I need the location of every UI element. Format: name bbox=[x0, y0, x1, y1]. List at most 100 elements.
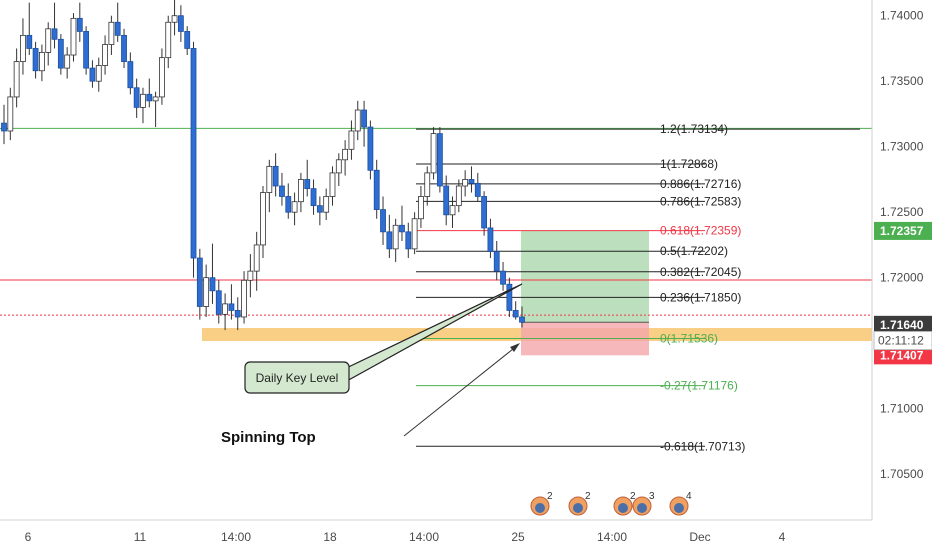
candle[interactable] bbox=[455, 179, 462, 213]
x-tick-label: 14:00 bbox=[409, 530, 439, 544]
candle[interactable] bbox=[266, 159, 273, 213]
event-icon-inner bbox=[637, 503, 647, 513]
candle[interactable] bbox=[234, 297, 241, 331]
daily-key-level-callout[interactable] bbox=[244, 361, 350, 394]
candle[interactable] bbox=[392, 218, 399, 262]
candle[interactable] bbox=[83, 26, 90, 75]
y-tick-label: 1.72000 bbox=[880, 271, 924, 285]
candle[interactable] bbox=[64, 47, 71, 79]
candle[interactable] bbox=[405, 222, 412, 259]
candle[interactable] bbox=[474, 172, 481, 202]
candle[interactable] bbox=[102, 35, 108, 75]
candle[interactable] bbox=[493, 241, 500, 281]
candle[interactable] bbox=[487, 218, 494, 259]
event-icon-inner bbox=[573, 503, 583, 513]
candle[interactable] bbox=[506, 277, 513, 317]
candle[interactable] bbox=[519, 306, 525, 328]
candle[interactable] bbox=[114, 2, 121, 42]
candle[interactable] bbox=[316, 196, 323, 226]
candle-body bbox=[386, 231, 393, 250]
candle[interactable] bbox=[247, 254, 254, 298]
candle[interactable] bbox=[196, 248, 203, 320]
candle[interactable] bbox=[222, 293, 228, 331]
candle[interactable] bbox=[228, 284, 235, 320]
candle[interactable] bbox=[500, 261, 506, 291]
candle[interactable] bbox=[1, 104, 7, 145]
candle[interactable] bbox=[70, 13, 77, 62]
candle[interactable] bbox=[430, 127, 437, 180]
candle[interactable] bbox=[57, 34, 64, 75]
candle[interactable] bbox=[241, 271, 247, 324]
candle[interactable] bbox=[215, 280, 222, 324]
economic-event-marker[interactable]: 2 bbox=[613, 491, 636, 516]
economic-event-marker[interactable]: 2 bbox=[568, 491, 591, 516]
candle[interactable] bbox=[171, 0, 178, 36]
candle[interactable] bbox=[152, 91, 159, 128]
candle[interactable] bbox=[209, 243, 216, 304]
candle[interactable] bbox=[89, 60, 96, 88]
candle[interactable] bbox=[323, 188, 330, 221]
candle-body bbox=[399, 224, 405, 233]
candle[interactable] bbox=[165, 15, 172, 69]
candle[interactable] bbox=[190, 41, 197, 278]
candle[interactable] bbox=[342, 140, 349, 176]
candle[interactable] bbox=[348, 120, 355, 160]
candle[interactable] bbox=[32, 41, 39, 79]
candle[interactable] bbox=[310, 179, 317, 215]
candle[interactable] bbox=[45, 22, 52, 66]
candle[interactable] bbox=[159, 48, 165, 105]
candle[interactable] bbox=[121, 28, 127, 69]
candle[interactable] bbox=[140, 87, 146, 124]
candle[interactable] bbox=[354, 100, 361, 141]
candle[interactable] bbox=[411, 212, 418, 255]
candle[interactable] bbox=[373, 159, 380, 219]
candle[interactable] bbox=[20, 18, 26, 75]
candle[interactable] bbox=[51, 2, 58, 49]
economic-event-marker[interactable]: 2 bbox=[530, 491, 553, 516]
candle[interactable] bbox=[7, 87, 14, 141]
candle[interactable] bbox=[468, 166, 475, 193]
candle[interactable] bbox=[436, 127, 443, 193]
candle[interactable] bbox=[361, 100, 367, 147]
candle[interactable] bbox=[298, 172, 304, 213]
candle[interactable] bbox=[39, 44, 45, 82]
candle[interactable] bbox=[108, 15, 115, 56]
candle[interactable] bbox=[304, 159, 311, 197]
candle-body bbox=[146, 93, 153, 102]
candle[interactable] bbox=[95, 57, 102, 92]
candle[interactable] bbox=[146, 78, 153, 108]
candle[interactable] bbox=[253, 231, 260, 291]
candle[interactable] bbox=[177, 5, 184, 42]
candle[interactable] bbox=[424, 166, 431, 206]
candle[interactable] bbox=[380, 196, 386, 245]
candle[interactable] bbox=[329, 166, 336, 206]
candle[interactable] bbox=[291, 192, 298, 226]
economic-event-marker[interactable]: 3 bbox=[632, 491, 655, 516]
candle[interactable] bbox=[399, 205, 405, 242]
candle[interactable] bbox=[285, 183, 292, 219]
candle[interactable] bbox=[127, 52, 134, 95]
candle[interactable] bbox=[512, 301, 519, 320]
price-axis[interactable]: 1.740001.735001.730001.725001.720001.715… bbox=[871, 0, 932, 520]
candle[interactable] bbox=[367, 120, 374, 180]
candle[interactable] bbox=[203, 264, 210, 317]
candle[interactable] bbox=[386, 214, 393, 259]
candle[interactable] bbox=[462, 170, 469, 197]
candle[interactable] bbox=[133, 78, 140, 118]
candle[interactable] bbox=[260, 185, 266, 259]
candle[interactable] bbox=[272, 153, 279, 197]
economic-event-marker[interactable]: 4 bbox=[669, 491, 692, 516]
candle[interactable] bbox=[481, 191, 487, 236]
candle[interactable] bbox=[279, 172, 285, 206]
candle[interactable] bbox=[76, 2, 83, 42]
candle[interactable] bbox=[13, 48, 20, 108]
candle[interactable] bbox=[26, 2, 33, 56]
candle[interactable] bbox=[335, 153, 342, 186]
candle[interactable] bbox=[184, 26, 191, 56]
candle[interactable] bbox=[443, 175, 450, 226]
candle[interactable] bbox=[449, 196, 456, 228]
long-position-tool[interactable] bbox=[521, 230, 649, 356]
time-axis[interactable]: 6 11 14:00 18 14:00 25 14:00 Dec 4 bbox=[0, 519, 932, 550]
candle[interactable] bbox=[418, 185, 424, 228]
